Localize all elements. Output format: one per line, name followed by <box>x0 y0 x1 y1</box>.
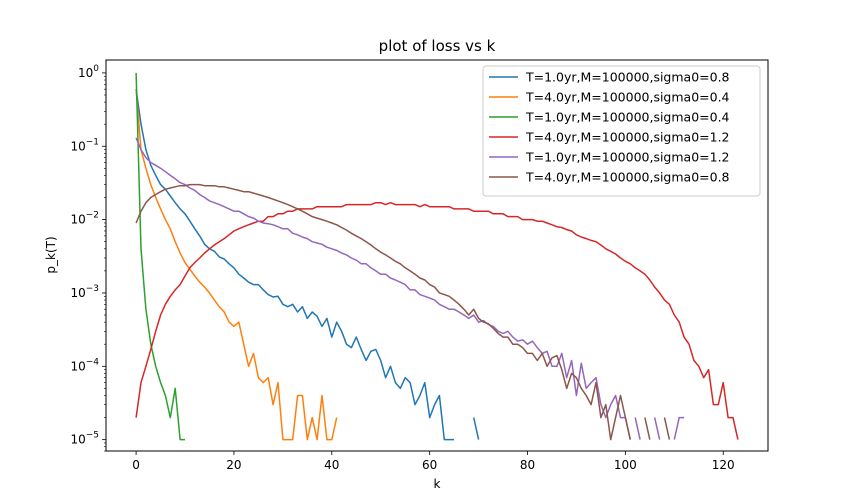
legend-label-1: T=1.0yr,M=100000,sigma0=0.8 <box>525 70 730 85</box>
x-axis-label: k <box>434 477 441 491</box>
legend-box <box>482 65 761 197</box>
x-tick-label: 20 <box>226 458 241 472</box>
y-axis-label: p_k(T) <box>44 236 58 273</box>
legend: T=1.0yr,M=100000,sigma0=0.8 T=4.0yr,M=100… <box>482 65 761 197</box>
series-line-5 <box>135 137 685 440</box>
series-line-2 <box>135 89 338 441</box>
series-line-4 <box>135 201 739 440</box>
x-axis: 0 20 40 60 80 100 120 <box>132 451 735 472</box>
x-tick-label: 40 <box>324 458 339 472</box>
series-layer <box>135 72 739 441</box>
series-line-1 <box>135 89 480 441</box>
x-tick-label: 80 <box>520 458 535 472</box>
chart-title: plot of loss vs k <box>379 37 496 55</box>
series-line-3 <box>135 72 185 441</box>
legend-label-2: T=4.0yr,M=100000,sigma0=0.4 <box>525 90 730 105</box>
x-tick-label: 120 <box>712 458 735 472</box>
series-line-6 <box>135 183 671 441</box>
x-tick-label: 60 <box>422 458 437 472</box>
x-tick-label: 0 <box>132 458 140 472</box>
legend-label-5: T=1.0yr,M=100000,sigma0=1.2 <box>525 150 730 165</box>
plot-frame <box>105 59 769 452</box>
legend-label-3: T=1.0yr,M=100000,sigma0=0.4 <box>525 110 730 125</box>
legend-label-6: T=4.0yr,M=100000,sigma0=0.8 <box>525 170 730 185</box>
x-tick-label: 100 <box>614 458 637 472</box>
legend-label-4: T=4.0yr,M=100000,sigma0=1.2 <box>525 130 730 145</box>
